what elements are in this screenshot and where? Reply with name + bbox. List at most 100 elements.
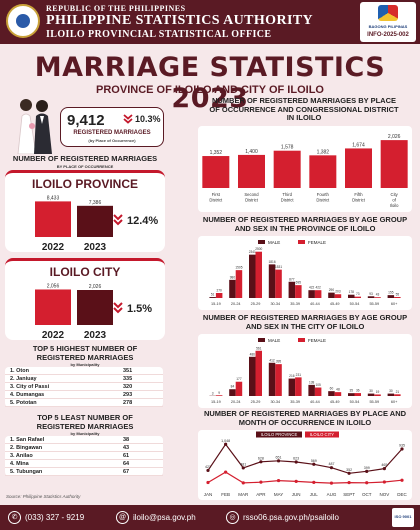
data-label: 1,578 <box>281 145 294 151</box>
tick-label: JUN <box>292 492 301 497</box>
place-section-subtitle: BY PLACE OF OCCURRENCE <box>56 164 114 169</box>
data-label: 203 <box>335 290 341 294</box>
bagong-pilipinas-logo: BAGONG PILIPINAS INFO-2025-002 <box>360 2 416 42</box>
web-icon: ◎ <box>226 511 239 524</box>
place-section-title: NUMBER OF REGISTERED MARRIAGES <box>12 154 158 163</box>
city-card: ILOILO CITY 2,056 2022 2,026 2023 1.5% <box>5 258 165 341</box>
bar <box>308 290 315 298</box>
row-value: 351 <box>123 367 133 374</box>
bar <box>394 394 401 396</box>
tick-label: District <box>209 198 223 203</box>
row-value: 43 <box>123 444 130 451</box>
tick-label: 20-24 <box>231 400 241 404</box>
data-point <box>294 479 298 483</box>
bar <box>295 377 302 396</box>
tick-label: DEC <box>397 492 407 497</box>
data-label: 623 <box>293 456 299 460</box>
bar <box>380 140 408 188</box>
data-label: 877 <box>289 277 295 281</box>
bar <box>295 285 302 298</box>
data-label: 73 <box>356 292 360 296</box>
bar <box>238 154 265 188</box>
row-name: 4. Mina <box>5 461 123 467</box>
bar <box>249 254 256 298</box>
footer-email[interactable]: iloilo@psa.gov.ph <box>133 513 196 522</box>
bar-2022 <box>35 289 71 325</box>
row-value: 335 <box>123 375 133 382</box>
data-label: 43 <box>376 293 380 297</box>
tick-label: 15-19 <box>211 400 221 404</box>
email-icon: @ <box>116 511 129 524</box>
tick-label: 35-39 <box>290 302 300 306</box>
bar <box>394 296 401 298</box>
tick-label: 25-29 <box>251 302 261 306</box>
row-name: 2. Bingawan <box>5 445 123 451</box>
bar <box>309 155 337 188</box>
bar <box>314 387 322 396</box>
data-point <box>365 469 369 473</box>
wedding-couple-icon <box>17 99 52 154</box>
data-label: 1,382 <box>317 149 330 155</box>
tick-label: Iloilo <box>390 203 399 208</box>
row-name: 4. Dumangas <box>5 392 123 398</box>
data-label: 628 <box>258 456 264 460</box>
legend-swatch <box>258 240 265 244</box>
data-label: 569 <box>311 459 317 463</box>
tick-label: District <box>281 198 295 203</box>
age-city-title: NUMBER OF REGISTERED MARRIAGES BY AGE GR… <box>202 313 408 331</box>
bar <box>387 393 395 396</box>
header-office: ILOILO PROVINCIAL STATISTICAL OFFICE <box>46 29 272 40</box>
province-card: ILOILO PROVINCE 8,433 2022 7,386 2023 12.4% <box>5 170 165 253</box>
data-point <box>206 480 210 485</box>
double-chevron-down-icon <box>113 214 123 226</box>
bar <box>255 251 262 298</box>
header-agency: PHILIPPINE STATISTICS AUTHORITY <box>46 13 314 28</box>
data-label: 2,056 <box>47 283 60 289</box>
bagong-pilipinas-icon <box>378 5 398 21</box>
data-label: 465 <box>381 463 387 467</box>
bar <box>229 279 236 298</box>
legend-swatch <box>256 431 302 438</box>
bar <box>215 395 223 396</box>
bar <box>348 393 355 396</box>
data-point <box>329 466 334 470</box>
bar <box>348 294 355 298</box>
tick-label: Second <box>244 192 259 197</box>
footer-bar: ✆ (033) 327 - 9219 @ iloilo@psa.gov.ph ◎… <box>0 505 420 530</box>
tick-label: Fifth <box>354 192 363 197</box>
data-label: 36 <box>356 389 360 393</box>
bar <box>328 292 335 298</box>
top5-least-subtitle: by Municipality <box>70 431 100 436</box>
source-note: Source: Philippine Statistics Authority <box>6 494 81 499</box>
bar <box>275 269 282 298</box>
row-value: 278 <box>123 399 133 406</box>
tick-label: OCT <box>362 492 372 497</box>
data-label: 231 <box>296 373 302 377</box>
legend-label: ILOILO CITY <box>310 432 334 437</box>
tick-label: JAN <box>204 492 213 497</box>
bar <box>268 362 276 396</box>
tick-label: APR <box>256 492 266 497</box>
top5-least-title: TOP 5 LEAST NUMBER OF REGISTERED MARRIAG… <box>36 413 134 431</box>
bar <box>288 378 296 396</box>
table-row: 5. Tubungan 67 <box>5 468 163 476</box>
row-name: 1. San Rafael <box>5 437 123 443</box>
iso-badge: ISO 9001 <box>392 508 414 527</box>
tick-label: JUL <box>310 492 318 497</box>
legend-label: FEMALE <box>308 338 326 343</box>
bar <box>328 391 335 396</box>
row-name: 3. City of Passi <box>5 384 123 390</box>
data-point <box>241 481 245 485</box>
province-name: ILOILO PROVINCE <box>31 177 138 191</box>
bar <box>374 297 381 298</box>
footer-web[interactable]: rsso06.psa.gov.ph/psailoilo <box>243 513 339 522</box>
data-label: 60 <box>330 387 334 391</box>
data-label: 21 <box>396 390 400 394</box>
data-label: 9 <box>218 391 220 395</box>
row-value: 293 <box>123 391 133 398</box>
data-label: 980 <box>230 275 236 279</box>
bar <box>273 150 301 188</box>
bar <box>268 264 276 298</box>
province-year-chart: 8,433 2022 7,386 2023 <box>35 195 113 253</box>
